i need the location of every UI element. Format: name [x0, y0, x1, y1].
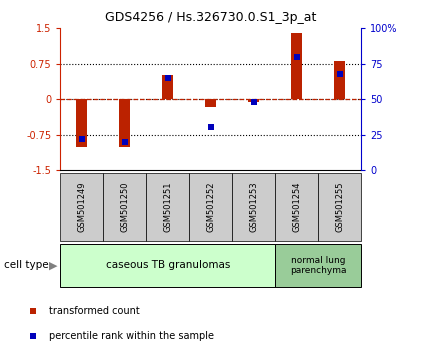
Text: GSM501253: GSM501253: [249, 182, 258, 233]
Bar: [189, 173, 232, 241]
Text: percentile rank within the sample: percentile rank within the sample: [49, 331, 214, 341]
Text: GSM501254: GSM501254: [292, 182, 301, 232]
Bar: [232, 173, 275, 241]
Text: cell type: cell type: [4, 261, 49, 270]
Title: GDS4256 / Hs.326730.0.S1_3p_at: GDS4256 / Hs.326730.0.S1_3p_at: [105, 11, 316, 24]
Bar: [120, 99, 130, 147]
Text: normal lung
parenchyma: normal lung parenchyma: [290, 256, 347, 275]
Bar: [275, 173, 318, 241]
Text: caseous TB granulomas: caseous TB granulomas: [105, 261, 230, 270]
Bar: [335, 61, 345, 99]
Text: ▶: ▶: [49, 261, 58, 270]
Text: GSM501251: GSM501251: [163, 182, 172, 232]
Bar: [318, 173, 361, 241]
Text: transformed count: transformed count: [49, 306, 140, 316]
Bar: [292, 33, 302, 99]
Bar: [60, 173, 103, 241]
Bar: [60, 244, 275, 287]
Text: GSM501250: GSM501250: [120, 182, 129, 232]
Text: GSM501255: GSM501255: [335, 182, 344, 232]
Bar: [77, 99, 87, 147]
Bar: [249, 99, 259, 102]
Bar: [206, 99, 216, 107]
Bar: [146, 173, 189, 241]
Text: GSM501249: GSM501249: [77, 182, 86, 232]
Bar: [103, 173, 146, 241]
Text: GSM501252: GSM501252: [206, 182, 215, 232]
Bar: [275, 244, 361, 287]
Bar: [162, 75, 173, 99]
